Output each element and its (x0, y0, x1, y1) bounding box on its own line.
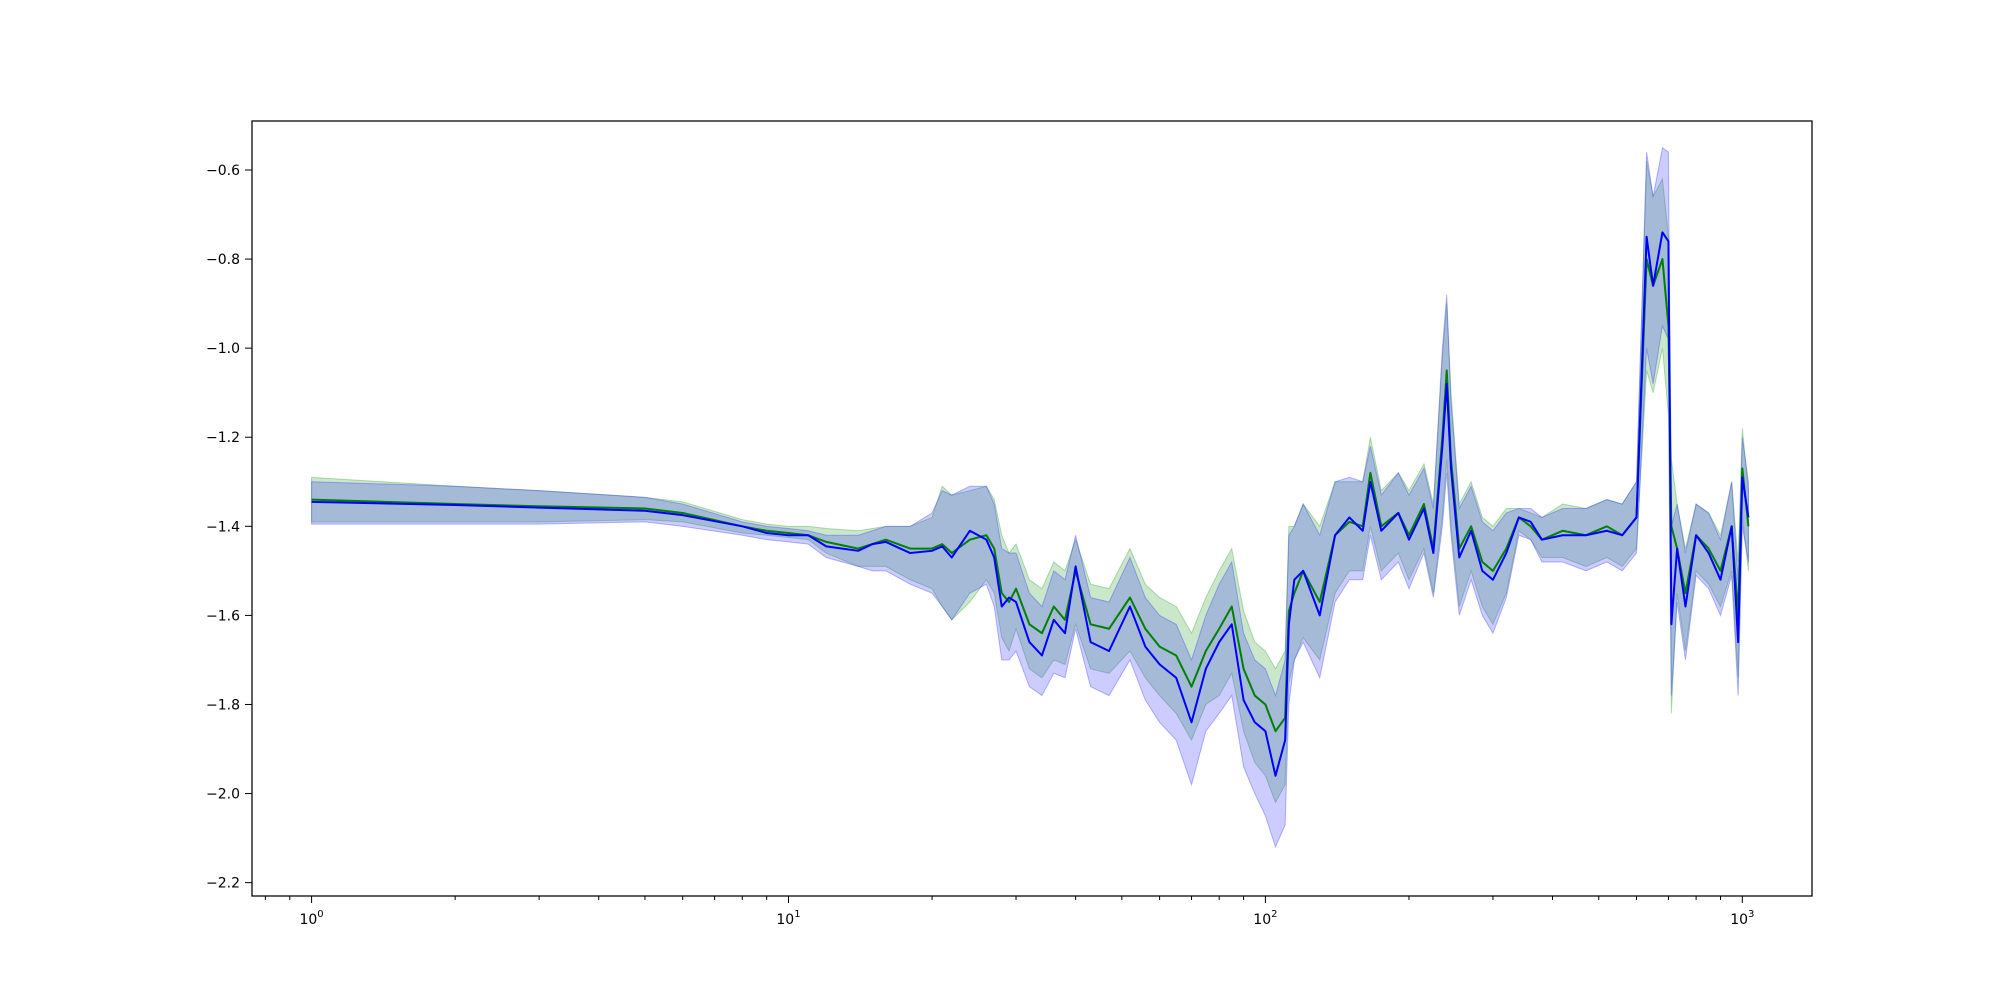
x-tick-label: 103 (1730, 909, 1754, 928)
series-1-band (311, 161, 1749, 804)
confidence-bands (311, 146, 1749, 849)
y-tick-label: −0.8 (206, 252, 240, 268)
y-tick-label: −2.2 (206, 876, 240, 892)
y-axis: −0.6 −0.8 −1.0 −1.2 −1.4 −1.6 −1.8 −2.0 −2.2 (206, 163, 252, 892)
y-tick-label: −1.0 (206, 341, 240, 357)
y-tick-label: −1.8 (206, 697, 240, 713)
series-2-line (311, 231, 1750, 777)
series-lines (311, 231, 1750, 777)
x-tick-label: 101 (776, 909, 800, 928)
x-axis: 100 101 102 103 (264, 896, 1754, 928)
y-tick-label: −1.6 (206, 608, 240, 624)
plot-frame (251, 120, 1813, 897)
x-tick-label: 102 (1253, 909, 1277, 928)
y-tick-label: −1.4 (206, 519, 240, 535)
series-2-band (311, 146, 1749, 849)
y-tick-label: −2.0 (206, 787, 240, 803)
y-tick-label: −0.6 (206, 163, 240, 179)
x-tick-label: 100 (299, 909, 323, 928)
y-tick-label: −1.2 (206, 430, 240, 446)
